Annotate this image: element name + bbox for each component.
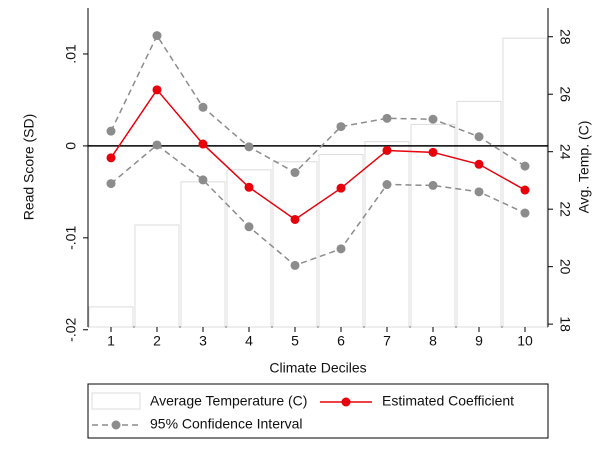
point xyxy=(198,139,208,149)
x-axis-label: Climate Deciles xyxy=(269,360,366,376)
x-tick-label: 4 xyxy=(245,333,253,349)
point xyxy=(474,132,484,142)
y-tick-label: 0 xyxy=(63,142,79,150)
point xyxy=(244,222,254,232)
bar xyxy=(134,224,180,328)
point xyxy=(520,208,530,218)
x-tick-label: 2 xyxy=(153,333,161,349)
y2-tick-label: 24 xyxy=(557,144,573,160)
bar xyxy=(180,181,226,328)
point xyxy=(428,114,438,124)
legend-swatch xyxy=(91,392,141,410)
legend-swatch xyxy=(111,420,121,430)
bar xyxy=(364,141,410,328)
bar xyxy=(272,161,318,328)
point xyxy=(520,161,530,171)
x-tick-label: 1 xyxy=(107,333,115,349)
y2-tick-label: 28 xyxy=(557,29,573,45)
x-tick-label: 3 xyxy=(199,333,207,349)
line xyxy=(110,144,526,267)
point xyxy=(428,180,438,190)
point xyxy=(382,145,392,155)
point xyxy=(290,260,300,270)
point xyxy=(244,142,254,152)
x-tick-label: 10 xyxy=(517,333,533,349)
y2-tick-label: 18 xyxy=(557,316,573,332)
y2-axis-label: Avg. Temp. (C) xyxy=(576,121,592,214)
y2-tick-label: 20 xyxy=(557,259,573,275)
point xyxy=(152,31,162,41)
legend-label: 95% Confidence Interval xyxy=(150,416,303,432)
point xyxy=(152,140,162,150)
point xyxy=(106,126,116,136)
y-tick-label: -.02 xyxy=(63,317,79,341)
point xyxy=(336,183,346,193)
point xyxy=(290,214,300,224)
y2-tick-label: 22 xyxy=(557,201,573,217)
legend-swatch xyxy=(341,397,351,407)
point xyxy=(382,113,392,123)
y2-tick-label: 26 xyxy=(557,86,573,102)
x-tick-label: 8 xyxy=(429,333,437,349)
point xyxy=(152,85,162,95)
point xyxy=(244,182,254,192)
point xyxy=(336,122,346,132)
bar xyxy=(226,169,272,328)
legend-label: Estimated Coefficient xyxy=(382,393,514,409)
x-tick-label: 5 xyxy=(291,333,299,349)
point xyxy=(382,180,392,190)
bar xyxy=(318,154,364,328)
x-tick-label: 9 xyxy=(475,333,483,349)
x-tick-label: 7 xyxy=(383,333,391,349)
bar xyxy=(502,37,548,328)
point xyxy=(428,147,438,157)
point xyxy=(474,159,484,169)
point xyxy=(106,179,116,189)
point xyxy=(474,187,484,197)
bar xyxy=(88,306,134,328)
y-tick-label: -.01 xyxy=(63,226,79,250)
y-axis-label: Read Score (SD) xyxy=(21,114,37,221)
point xyxy=(336,244,346,254)
bar xyxy=(410,123,456,328)
legend-label: Average Temperature (C) xyxy=(150,393,307,409)
legend xyxy=(87,383,549,439)
x-tick-label: 6 xyxy=(337,333,345,349)
line xyxy=(110,88,526,221)
point xyxy=(520,185,530,195)
point xyxy=(290,168,300,178)
point xyxy=(198,175,208,185)
point xyxy=(106,153,116,163)
y-tick-label: .01 xyxy=(63,44,79,64)
point xyxy=(198,102,208,112)
